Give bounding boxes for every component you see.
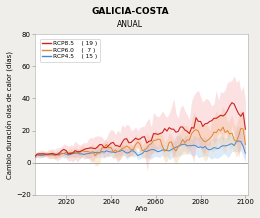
Legend: RCP8.5    ( 19 ), RCP6.0    (  7 ), RCP4.5    ( 15 ): RCP8.5 ( 19 ), RCP6.0 ( 7 ), RCP4.5 ( 15… xyxy=(40,39,100,61)
Y-axis label: Cambio duración olas de calor (días): Cambio duración olas de calor (días) xyxy=(5,51,13,179)
Text: ANUAL: ANUAL xyxy=(117,20,143,29)
Text: GALICIA-COSTA: GALICIA-COSTA xyxy=(91,7,169,15)
X-axis label: Año: Año xyxy=(134,206,148,213)
